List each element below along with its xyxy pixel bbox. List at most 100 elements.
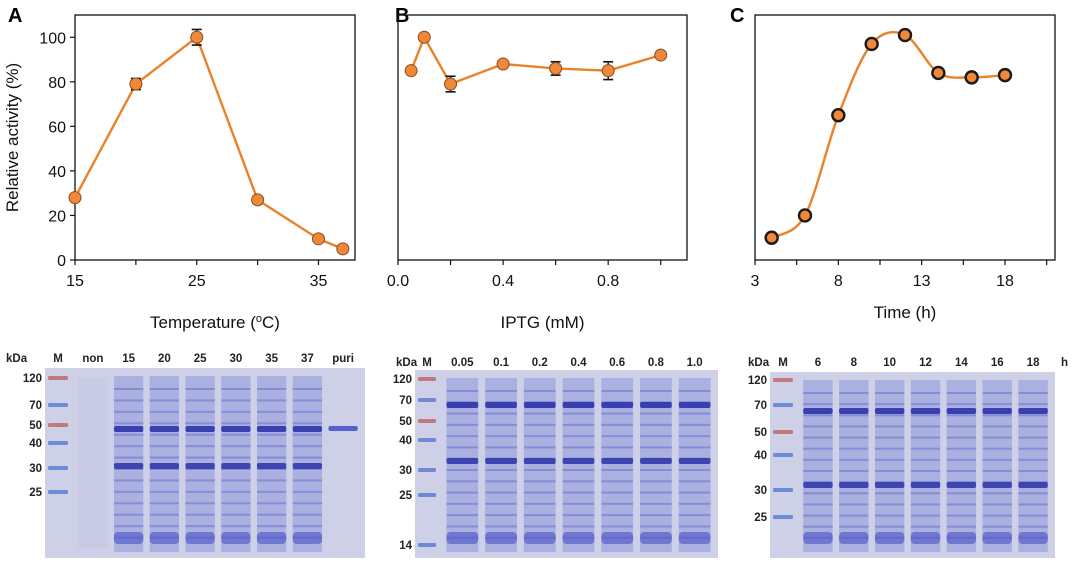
gel-lane (874, 380, 905, 552)
x-tick-label: 25 (188, 273, 206, 290)
ladder-band (48, 423, 68, 427)
gel-kda-label: kDa (748, 357, 770, 369)
gel-lane (78, 378, 108, 548)
data-point (68, 191, 82, 205)
ladder-band (48, 466, 68, 470)
x-tick-label: 8 (834, 273, 843, 290)
gel-marker-label: M (422, 357, 432, 369)
data-point (311, 232, 325, 246)
ladder-label: 70 (754, 400, 767, 412)
series-line (771, 31, 1006, 239)
ladder-label: 30 (29, 463, 42, 475)
ladder-label: 40 (399, 435, 412, 447)
gel-lane (485, 378, 517, 552)
gel-panel-a: kDa M 120 70 50 40 30 25 non 15 20 25 30 35 37 puri (6, 353, 365, 558)
y-tick-label: 20 (48, 208, 66, 225)
ladder-label: 30 (399, 465, 412, 477)
gel-lane (328, 426, 358, 431)
data-point (931, 65, 946, 81)
gel-kda-label: kDa (6, 353, 28, 365)
data-point (601, 64, 615, 78)
ladder-band (418, 468, 436, 472)
data-point (897, 27, 913, 43)
x-tick-label: 13 (913, 273, 931, 290)
plot-frame (397, 14, 688, 261)
gel-lane (292, 376, 323, 552)
lane-label: 0.05 (451, 357, 474, 369)
ladder-label: 50 (754, 427, 767, 439)
ladder-band (773, 403, 793, 407)
lane-label: 37 (301, 353, 314, 365)
y-tick-label: 40 (48, 164, 66, 181)
x-axis-title: IPTG (mM) (500, 313, 584, 332)
x-tick-label: 0.8 (597, 273, 619, 290)
ladder-band (418, 493, 436, 497)
ladder-label: 120 (23, 373, 42, 385)
gel-lane (640, 378, 672, 552)
data-point (549, 61, 563, 75)
data-point (831, 108, 846, 123)
data-point (336, 242, 350, 256)
data-point (417, 30, 431, 44)
gel-lane (803, 380, 833, 552)
lane-label: 0.1 (493, 357, 510, 369)
panel-label-c: C (730, 5, 744, 27)
lane-label: 20 (158, 353, 171, 365)
plot-frame (74, 14, 356, 261)
data-point (190, 30, 204, 44)
data-point (797, 208, 813, 223)
x-tick-label: 15 (66, 273, 84, 290)
data-point (964, 70, 979, 85)
gel-lane (839, 380, 869, 552)
ladder-label: 50 (29, 420, 42, 432)
ladder-label: 70 (29, 400, 42, 412)
y-axis-title: Relative activity (%) (3, 63, 22, 212)
plot-frame (754, 14, 1056, 261)
gel-lane (113, 376, 144, 552)
gel-lane (149, 376, 180, 552)
ladder-label: 30 (754, 485, 767, 497)
ladder-label: 120 (748, 375, 767, 387)
ladder-label: 40 (754, 450, 767, 462)
gel-lane (446, 378, 479, 552)
x-tick-label: 0.0 (387, 273, 409, 290)
ladder-band (418, 419, 436, 423)
lane-label: 6 (815, 357, 821, 369)
lane-label: puri (332, 353, 354, 365)
ladder-band (418, 377, 436, 381)
data-point (864, 36, 879, 52)
ladder-label: 40 (29, 438, 42, 450)
data-point (404, 64, 418, 78)
x-tick-label: 3 (751, 273, 760, 290)
x-tick-label: 0.4 (492, 273, 514, 290)
lane-label: 35 (265, 353, 278, 365)
lane-label: 0.2 (532, 357, 548, 369)
lane-label: 18 (1027, 357, 1040, 369)
ladder-label: 25 (399, 490, 412, 502)
gel-kda-label: kDa (396, 357, 418, 369)
gel-lane (523, 378, 556, 552)
lane-label: 15 (122, 353, 135, 365)
lane-label: 14 (955, 357, 968, 369)
gel-lane (185, 376, 215, 552)
gel-lane (678, 378, 711, 552)
ladder-label: 70 (399, 395, 412, 407)
data-point (129, 77, 143, 91)
lane-label: 12 (919, 357, 932, 369)
lane-label: 8 (851, 357, 858, 369)
lane-label: 1.0 (687, 357, 703, 369)
lane-label: 10 (883, 357, 896, 369)
ladder-band (418, 438, 436, 442)
ladder-band (418, 398, 436, 402)
gel-panel-b: kDa M 120 70 50 40 30 25 14 0.05 0.1 0.2 0.4 0.6 0.8 1.… (393, 357, 718, 558)
lane-label: non (82, 353, 103, 365)
x-axis-title: Time (h) (874, 303, 937, 322)
ladder-band (773, 488, 793, 492)
lane-label: 16 (991, 357, 1004, 369)
data-point (251, 193, 265, 207)
ladder-band (48, 403, 68, 407)
x-axis-title: Temperature (oC) (150, 313, 280, 332)
data-point (997, 67, 1013, 83)
data-point (496, 57, 510, 71)
